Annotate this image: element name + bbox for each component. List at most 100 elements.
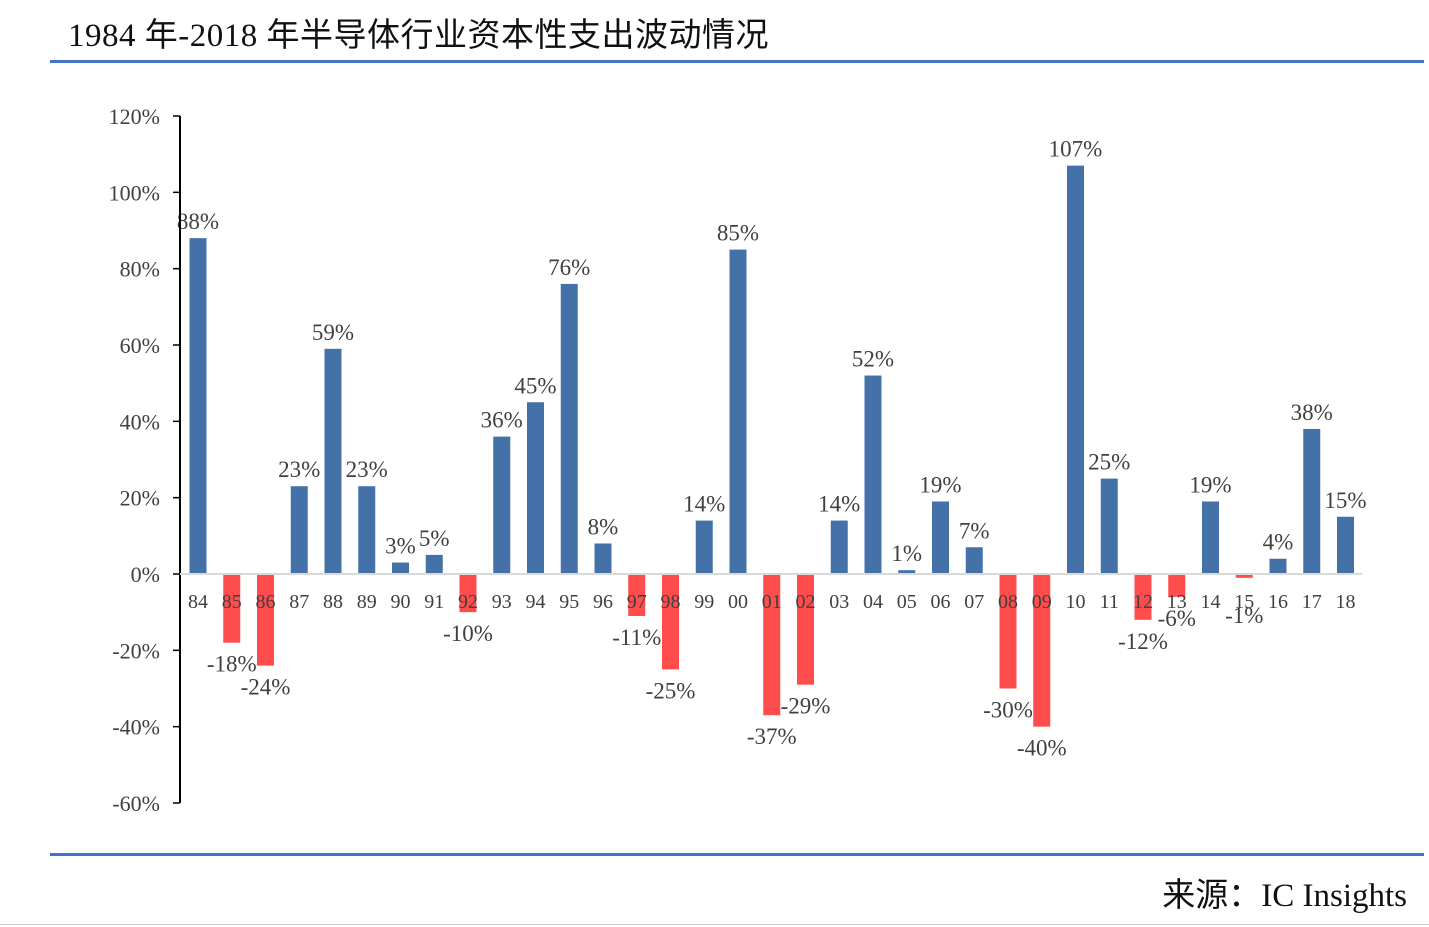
category-label: 12 — [1133, 591, 1153, 613]
data-label: 23% — [278, 457, 320, 482]
category-label: 15 — [1234, 591, 1254, 613]
y-tick-label: 40% — [120, 409, 160, 434]
data-label: 23% — [346, 457, 388, 482]
bar-95 — [560, 283, 578, 574]
bar-09 — [1033, 574, 1051, 727]
axes — [179, 116, 1363, 803]
data-label: 8% — [588, 514, 619, 539]
y-tick-label: 0% — [131, 562, 160, 587]
category-label: 99 — [694, 591, 714, 613]
data-label: -11% — [612, 625, 661, 650]
bar-01 — [763, 574, 781, 716]
page-title: 1984 年-2018 年半导体行业资本性支出波动情况 — [68, 18, 769, 54]
bar-14 — [1202, 501, 1219, 574]
category-label: 84 — [188, 591, 208, 613]
bar-90 — [392, 562, 409, 574]
category-label: 05 — [897, 591, 917, 613]
data-label: 88% — [177, 209, 219, 234]
bar-86 — [257, 574, 274, 666]
data-label: -1% — [1225, 603, 1263, 628]
category-label: 08 — [998, 591, 1018, 613]
data-label: 36% — [481, 408, 523, 433]
data-label: 107% — [1049, 137, 1103, 162]
bar-04 — [864, 375, 882, 574]
data-label: 19% — [919, 472, 961, 497]
data-label: 25% — [1088, 450, 1130, 475]
bar-15 — [1235, 574, 1253, 578]
bar-00 — [729, 249, 747, 575]
data-label: 59% — [312, 320, 354, 345]
bar-93 — [493, 436, 511, 574]
category-label: 14 — [1201, 591, 1221, 613]
category-label: 01 — [762, 591, 782, 613]
bar-08 — [999, 574, 1017, 689]
category-label: 04 — [863, 591, 883, 613]
category-label: 94 — [526, 591, 546, 613]
data-label: -29% — [781, 694, 831, 719]
data-label: 38% — [1291, 400, 1333, 425]
category-label: 18 — [1336, 591, 1356, 613]
bar-91 — [425, 554, 443, 574]
bars — [189, 165, 1354, 727]
data-label: -12% — [1118, 629, 1168, 654]
y-tick-label: -40% — [112, 715, 160, 740]
category-label: 87 — [289, 591, 309, 613]
data-label: 7% — [959, 518, 990, 543]
bar-92 — [459, 574, 477, 613]
category-label: 16 — [1268, 591, 1288, 613]
category-label: 11 — [1100, 591, 1119, 613]
data-label: -24% — [241, 675, 291, 700]
y-tick-label: 100% — [109, 180, 160, 205]
data-label: 76% — [548, 255, 590, 280]
data-label: 4% — [1263, 530, 1294, 555]
bar-11 — [1100, 478, 1118, 574]
category-label: 96 — [593, 591, 613, 613]
title-underline — [50, 60, 1424, 63]
category-label: 91 — [424, 591, 444, 613]
category-label: 85 — [222, 591, 242, 613]
bar-06 — [932, 501, 949, 574]
bar-99 — [695, 520, 713, 574]
category-label: 89 — [357, 591, 377, 613]
bar-84 — [189, 238, 207, 574]
data-label: 3% — [385, 534, 416, 559]
bar-05 — [898, 570, 916, 574]
category-label: 13 — [1167, 591, 1187, 613]
y-tick-label: 20% — [120, 486, 160, 511]
category-label: 09 — [1032, 591, 1052, 613]
category-label: 93 — [492, 591, 512, 613]
bar-07 — [965, 547, 983, 574]
bar-13 — [1168, 574, 1186, 597]
bar-98 — [662, 574, 679, 670]
data-label: -30% — [983, 698, 1033, 723]
category-label: 06 — [931, 591, 951, 613]
category-label: 98 — [661, 591, 681, 613]
data-label: 45% — [514, 373, 556, 398]
category-labels: 84 85 86 87 88 89 90 91 92 93 94 95 96 97 98 99 00 01 02 03… — [188, 591, 1356, 613]
bar-18 — [1337, 516, 1354, 574]
bar-89 — [358, 486, 376, 574]
bar-97 — [628, 574, 646, 616]
bar-17 — [1303, 428, 1321, 574]
data-label: 19% — [1189, 472, 1231, 497]
bar-87 — [290, 486, 308, 574]
data-labels: 88% -18%-24% 23% 59% 23% 3% 5% -10% 36% 45% 76% 8% -… — [177, 137, 1367, 761]
data-label: -37% — [747, 724, 797, 749]
category-label: 86 — [256, 591, 276, 613]
bar-85 — [223, 574, 241, 643]
y-axis-ticks: 120% 100% 80% 60% 40% 20% 0% -20% -40% -60% — [109, 104, 180, 816]
category-label: 00 — [728, 591, 748, 613]
category-label: 92 — [458, 591, 478, 613]
y-tick-label: 120% — [109, 104, 160, 129]
bar-88 — [324, 348, 342, 574]
bar-02 — [797, 574, 814, 685]
source-note: 来源：IC Insights — [1162, 878, 1407, 914]
bar-96 — [594, 543, 612, 574]
y-tick-label: 60% — [120, 333, 160, 358]
bar-12 — [1134, 574, 1152, 620]
category-label: 90 — [391, 591, 411, 613]
data-label: -10% — [443, 621, 493, 646]
data-label: 15% — [1324, 488, 1366, 513]
y-tick-label: -20% — [112, 638, 160, 663]
category-label: 97 — [627, 591, 647, 613]
